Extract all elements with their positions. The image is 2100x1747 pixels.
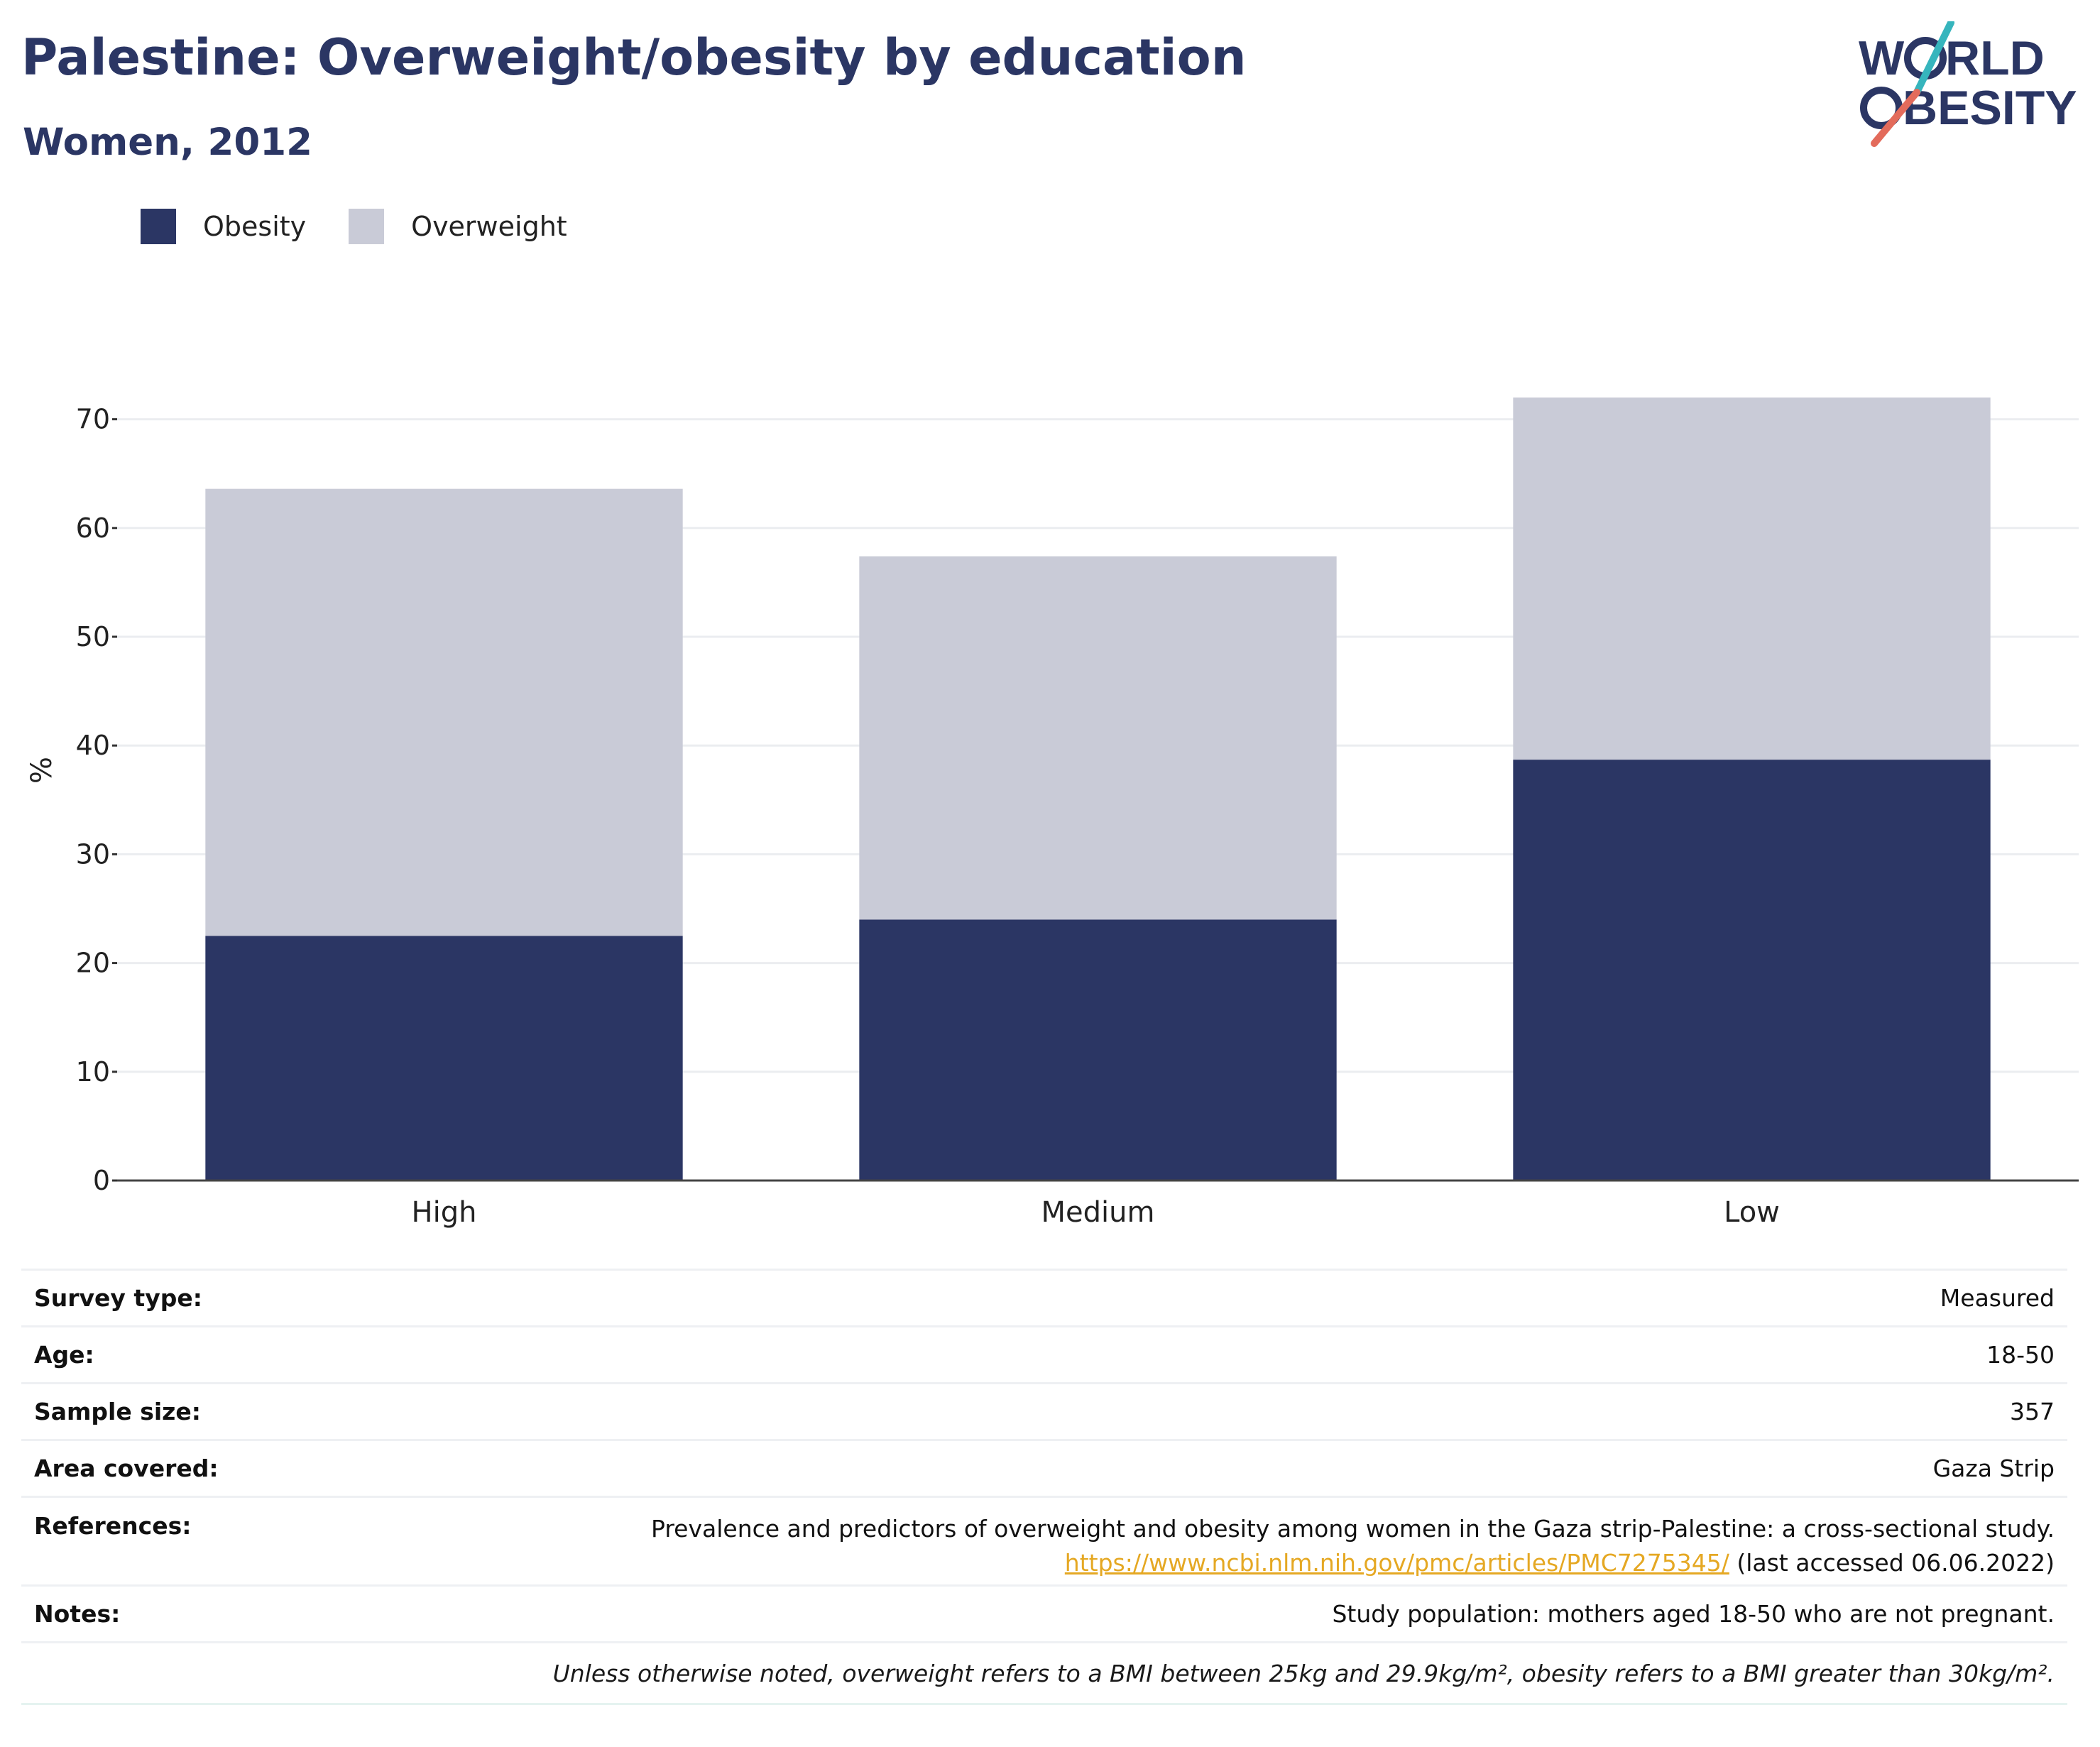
legend-label-obesity: Obesity [203,211,307,242]
y-tick-label: 20 [76,948,110,979]
logo-o-bottom [1860,87,1903,129]
meta-value: Prevalence and predictors of overweight … [651,1512,2055,1580]
reference-accessed: (last accessed 06.06.2022) [1729,1549,2055,1577]
meta-value: 18-50 [1986,1341,2055,1369]
meta-row-age: Age: 18-50 [21,1325,2067,1382]
chart-legend: Obesity Overweight [141,209,610,244]
metadata-table: Survey type: Measured Age: 18-50 Sample … [21,1269,2067,1705]
meta-footnote: Unless otherwise noted, overweight refer… [21,1641,2067,1705]
logo-text-obesity: BESITY [1903,81,2077,135]
bar-obesity-high [205,936,683,1181]
chart-title: Palestine: Overweight/obesity by educati… [21,28,1247,87]
y-tick-label: 30 [76,838,110,870]
meta-label: References: [34,1512,192,1540]
meta-value: 357 [2010,1398,2055,1425]
y-tick-label: 60 [76,513,110,544]
meta-row-sample-size: Sample size: 357 [21,1382,2067,1439]
meta-value: Study population: mothers aged 18-50 who… [1332,1600,2055,1628]
meta-row-references: References: Prevalence and predictors of… [21,1496,2067,1584]
stacked-bar-chart: 0 10 20 30 40 50 60 70% High Medium Low [26,397,2079,1229]
y-tick-label: 0 [93,1165,110,1196]
bar-overweight-low [1513,397,1991,760]
x-tick-label: Medium [1041,1196,1155,1229]
footnote-text: Unless otherwise noted, overweight refer… [552,1659,2055,1687]
y-tick-label: 50 [76,621,110,652]
logo-slash-teal [1913,21,1954,96]
legend-swatch-obesity [141,209,176,244]
legend-item-overweight[interactable]: Overweight [349,209,567,244]
logo-slash-coral [1871,89,1920,147]
meta-row-area: Area covered: Gaza Strip [21,1439,2067,1496]
y-tick-label: 10 [76,1056,110,1088]
bar-obesity-medium [859,919,1337,1181]
legend-label-overweight: Overweight [411,211,567,242]
y-tick-label: 70 [76,404,110,435]
bar-overweight-high [205,488,683,936]
bar-obesity-low [1513,760,1991,1181]
meta-label: Sample size: [34,1398,201,1425]
meta-label: Survey type: [34,1284,202,1312]
legend-item-obesity[interactable]: Obesity [141,209,306,244]
logo-text-world: W [1859,31,1905,85]
meta-label: Notes: [34,1600,121,1628]
legend-swatch-overweight [349,209,385,244]
y-axis-label: % [26,757,58,784]
meta-value: Gaza Strip [1932,1455,2055,1482]
x-tick-label: High [412,1196,477,1229]
x-tick-label: Low [1724,1196,1780,1229]
chart-subtitle: Women, 2012 [23,121,312,164]
meta-row-notes: Notes: Study population: mothers aged 18… [21,1584,2067,1641]
reference-title: Prevalence and predictors of overweight … [651,1515,2055,1543]
meta-label: Age: [34,1341,94,1369]
logo-text-rld: RLD [1945,31,2045,85]
world-obesity-logo: W RLD BESITY [1859,21,2077,147]
reference-link[interactable]: https://www.ncbi.nlm.nih.gov/pmc/article… [1064,1549,1729,1577]
meta-value: Measured [1940,1284,2055,1312]
meta-row-survey-type: Survey type: Measured [21,1269,2067,1325]
meta-label: Area covered: [34,1455,219,1482]
y-tick-label: 40 [76,730,110,761]
bar-overweight-medium [859,556,1337,920]
